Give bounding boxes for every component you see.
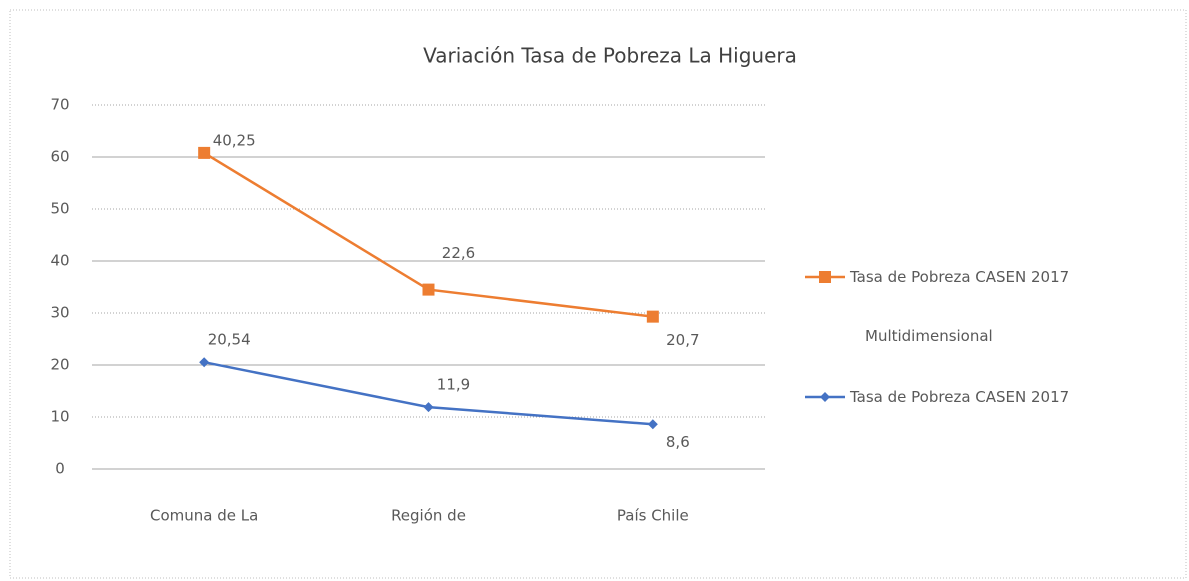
legend-marker [820, 392, 830, 402]
y-tick-label: 60 [50, 148, 69, 166]
marker [423, 402, 434, 413]
legend: Tasa de Pobreza CASEN 2017 Multidimension… [805, 268, 1069, 406]
chart-title: Variación Tasa de Pobreza La Higuera [423, 44, 797, 68]
data-label: 8,6 [666, 433, 690, 451]
x-tick-label: Comuna de La [150, 507, 258, 525]
legend-label: Tasa de Pobreza CASEN 2017 Multidimension… [849, 268, 1069, 345]
legend-label: Tasa de Pobreza CASEN 2017 [849, 388, 1069, 406]
line [203, 360, 653, 426]
y-tick-label: 20 [50, 356, 69, 374]
data-label: 20,7 [666, 331, 699, 349]
y-tick-label: 0 [55, 460, 65, 478]
marker [199, 357, 210, 368]
y-tick-label: 40 [50, 252, 69, 270]
marker [646, 310, 659, 323]
data-label: 22,6 [442, 244, 475, 262]
marker [422, 283, 435, 296]
marker [198, 146, 211, 159]
x-tick-label: País Chile [617, 507, 689, 525]
y-tick-label: 30 [50, 304, 69, 322]
marker [647, 419, 658, 430]
x-tick-label: Región de [391, 507, 466, 525]
data-label: 11,9 [437, 376, 470, 394]
y-tick-label: 70 [50, 96, 69, 114]
chart-border [9, 9, 1187, 579]
data-label: 40,25 [213, 131, 256, 149]
y-tick-label: 50 [50, 200, 69, 218]
y-tick-label: 10 [50, 408, 69, 426]
legend-marker [819, 271, 831, 283]
data-label: 20,54 [208, 331, 251, 349]
